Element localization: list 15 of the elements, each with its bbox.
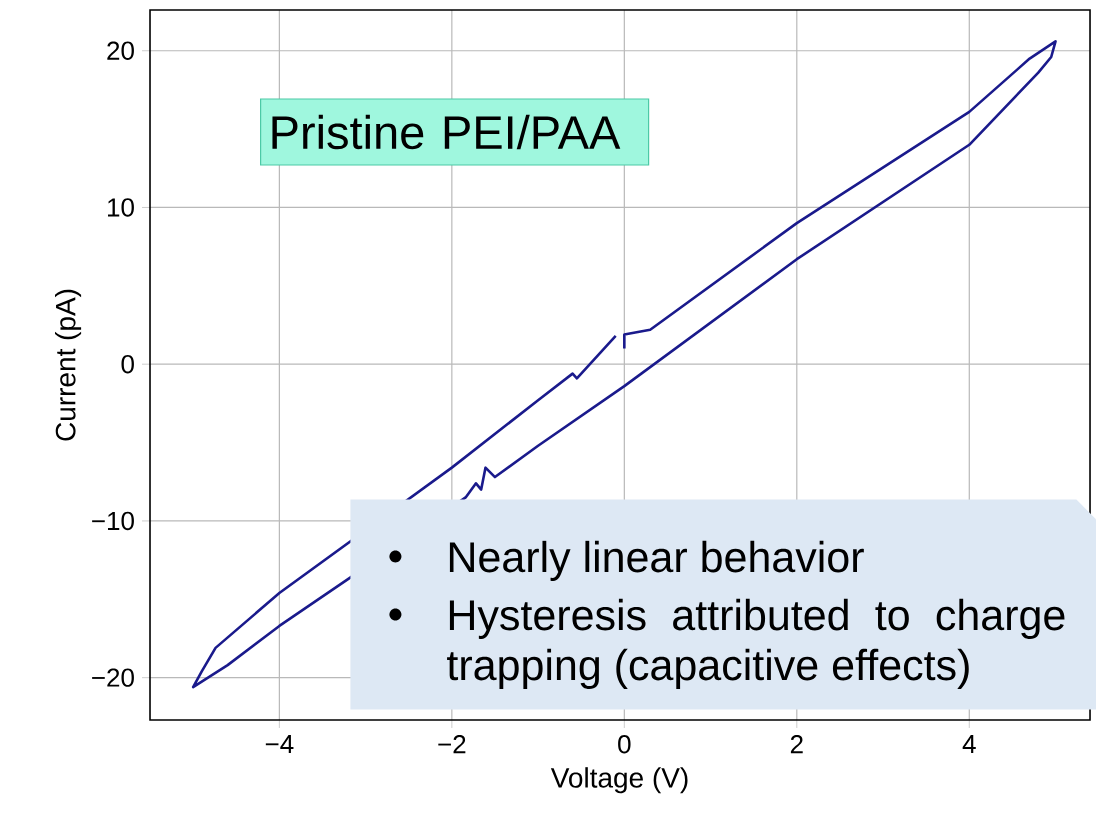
annotation: Nearly linear behavior: [449, 540, 864, 581]
x-tick-label: 4: [962, 735, 976, 753]
x-tick-label: −2: [438, 735, 466, 754]
y-tick-label: 20: [107, 41, 134, 60]
x-tick-label: 2: [790, 735, 803, 754]
y-tick-label: 0: [121, 354, 134, 374]
x-tick-label: −4: [265, 735, 294, 753]
y-tick-label: −10: [92, 511, 134, 531]
y-tick-label: 10: [108, 198, 134, 217]
x-axis-title: Voltage (V): [550, 767, 688, 794]
annotation: Pristine PEI/PAA: [272, 114, 621, 150]
x-tick-label: 0: [618, 735, 631, 754]
y-axis-title: Current (pA): [55, 289, 82, 441]
annotation: Hysteresis attributed to charge trapping (capacitive effects): [447, 598, 1065, 689]
y-tick-label: −20: [92, 668, 134, 687]
